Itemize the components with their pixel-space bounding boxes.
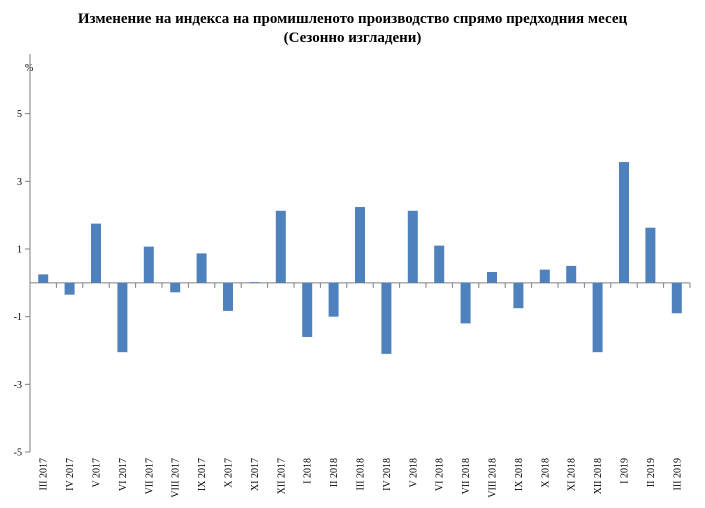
x-category-label: I 2019	[620, 458, 631, 484]
y-tick-label: -1	[14, 312, 22, 323]
y-tick-label: -5	[14, 448, 22, 459]
x-category-label: V 2018	[408, 458, 419, 488]
bar	[38, 274, 49, 283]
x-category-label: V 2017	[92, 458, 103, 488]
x-category-label: III 2017	[39, 458, 50, 491]
x-category-label: VIII 2017	[171, 458, 182, 498]
x-category-label: XI 2018	[567, 458, 578, 491]
bar	[249, 282, 260, 283]
x-category-label: VI 2017	[118, 458, 129, 491]
x-category-label: II 2018	[329, 458, 340, 487]
y-axis-unit-label: %	[25, 63, 33, 74]
bar	[355, 207, 365, 283]
bar	[196, 253, 207, 283]
x-category-label: VIII 2018	[488, 458, 499, 498]
x-category-label: X 2018	[540, 458, 551, 488]
chart-subtitle: (Сезонно изгладени)	[283, 30, 422, 46]
bar	[566, 265, 577, 283]
y-tick-label: 1	[17, 245, 22, 256]
bar	[460, 282, 471, 324]
bar	[645, 227, 656, 283]
bar	[619, 162, 629, 283]
bar	[487, 272, 497, 283]
bar	[170, 282, 181, 293]
x-category-label: VII 2018	[461, 458, 472, 494]
x-category-label: X 2017	[224, 458, 235, 488]
bar	[91, 223, 101, 283]
x-category-label: IV 2017	[65, 458, 76, 491]
bar	[328, 282, 339, 317]
x-category-label: IX 2017	[197, 458, 208, 491]
bar	[381, 282, 392, 354]
y-tick-label: 5	[17, 109, 22, 120]
bar	[64, 282, 75, 295]
y-tick-label: 3	[17, 177, 22, 188]
x-category-label: VII 2017	[144, 458, 155, 494]
bar	[302, 282, 313, 337]
bar	[434, 245, 445, 283]
chart-title: Изменение на индекса на промишленото про…	[77, 11, 628, 27]
bar	[275, 210, 286, 283]
x-category-label: IV 2018	[382, 458, 393, 491]
x-category-label: XII 2018	[593, 458, 604, 494]
x-category-label: II 2019	[646, 458, 657, 487]
x-category-label: III 2018	[356, 458, 367, 491]
x-category-label: XI 2017	[250, 458, 261, 491]
x-category-label: XII 2017	[276, 458, 287, 494]
x-category-label: VI 2018	[435, 458, 446, 491]
bar	[143, 246, 154, 283]
bar	[539, 269, 550, 283]
bar	[513, 282, 524, 309]
bar	[117, 282, 128, 353]
chart-title-block: Изменение на индекса на промишленото про…	[0, 10, 705, 48]
x-category-label: III 2019	[672, 458, 683, 491]
bar	[671, 282, 682, 314]
bar	[407, 210, 418, 283]
bar	[592, 282, 603, 353]
x-category-label: I 2018	[303, 458, 314, 484]
y-tick-label: -3	[14, 380, 22, 391]
bar	[223, 282, 233, 311]
plot-area: 5 3 1 -1 -3 -5 III 2017 IV 2017 V 2017 VI 2017 VII…	[14, 54, 691, 498]
x-category-label: IX 2018	[514, 458, 525, 491]
